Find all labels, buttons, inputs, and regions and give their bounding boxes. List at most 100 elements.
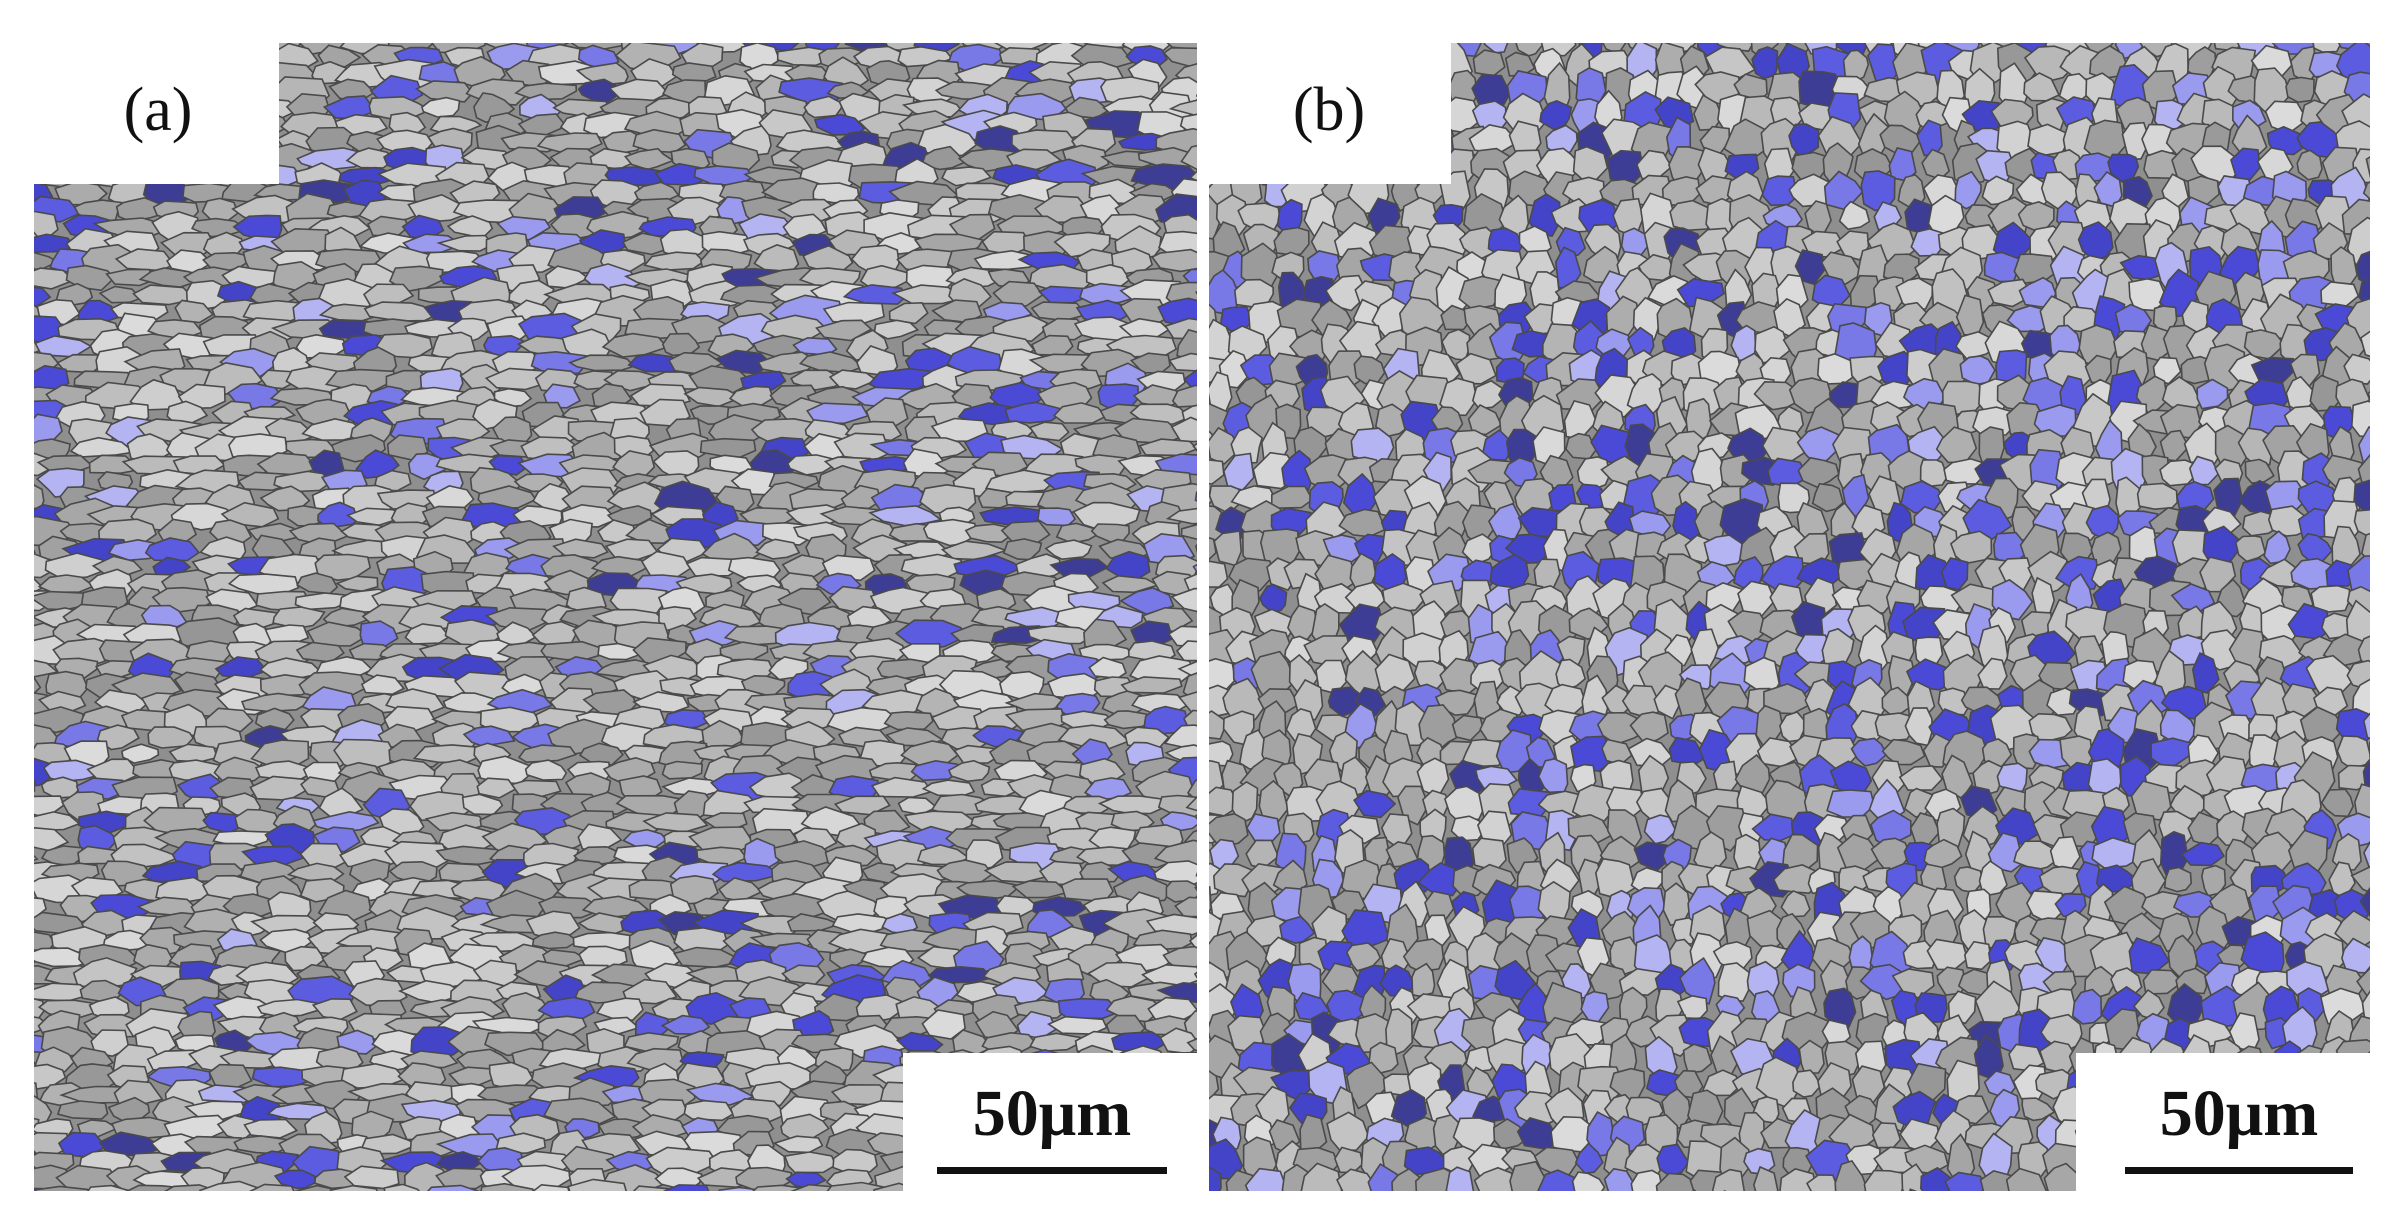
grain — [1195, 544, 1197, 554]
grain — [552, 538, 609, 559]
grain — [2350, 400, 2370, 438]
grain — [1168, 99, 1197, 117]
grain — [0, 417, 26, 446]
grain — [756, 11, 819, 32]
grain — [1789, 0, 1828, 27]
grain — [1467, 403, 1503, 436]
grain — [517, 744, 577, 764]
grain — [1201, 1197, 1239, 1224]
grain — [1919, 459, 1949, 487]
grain — [480, 1182, 534, 1191]
grain — [0, 796, 13, 817]
grain — [1711, 1168, 1746, 1191]
grain — [1779, 1168, 1817, 1191]
grain — [2163, 866, 2193, 893]
grain — [1642, 1195, 1674, 1228]
grain — [1209, 560, 1229, 588]
grain — [2374, 583, 2401, 617]
grain — [0, 759, 22, 782]
grain — [2003, 0, 2035, 36]
grain — [98, 285, 142, 304]
grain — [0, 1030, 16, 1054]
grain — [1335, 1168, 1379, 1191]
grain — [34, 376, 38, 385]
grain — [1978, 860, 2008, 898]
grain — [1209, 459, 1225, 485]
grain — [1682, 1043, 1713, 1074]
grain — [403, 1161, 452, 1191]
grain — [873, 319, 920, 340]
grain — [2187, 0, 2234, 37]
grain — [1530, 1194, 1562, 1228]
grain — [842, 284, 907, 305]
grain — [722, 9, 770, 36]
grain — [34, 997, 45, 1022]
grain — [1178, 1200, 1212, 1225]
grain — [2357, 425, 2370, 465]
scale-bar — [937, 1167, 1167, 1174]
grain — [2309, 374, 2341, 412]
grain — [1004, 401, 1063, 424]
grain — [1461, 1194, 1499, 1228]
grain — [1443, 0, 1482, 31]
panel-label: (b) — [1293, 76, 1365, 144]
grain — [1805, 1174, 1840, 1191]
grain — [1977, 657, 2008, 690]
grain — [1179, 0, 1221, 29]
grain — [1206, 9, 1258, 38]
grain — [2281, 1195, 2329, 1228]
micrograph-b — [1178, 0, 2401, 1228]
grain — [883, 710, 934, 731]
grain — [1881, 738, 1926, 766]
grain — [34, 714, 36, 723]
grain — [1209, 1166, 1222, 1191]
grain — [632, 128, 687, 154]
grain — [34, 267, 76, 290]
grain — [2054, 555, 2100, 590]
grain — [1474, 0, 1501, 26]
grain — [2140, 1196, 2181, 1228]
grain — [1265, 1197, 1307, 1227]
grain — [1944, 1171, 1989, 1191]
grain — [12, 9, 75, 35]
grain — [56, 1100, 109, 1120]
grain — [2285, 76, 2315, 104]
grain — [601, 332, 669, 358]
grain — [205, 707, 254, 733]
grain — [1186, 778, 1197, 802]
grain — [1189, 170, 1197, 182]
grain — [1177, 660, 1197, 679]
grain — [0, 964, 8, 985]
grain — [1972, 759, 2006, 796]
grain — [1996, 762, 2028, 793]
grain — [2005, 1167, 2048, 1191]
grain — [259, 673, 316, 697]
grain — [476, 777, 517, 799]
grain — [1255, 0, 1292, 27]
grain — [1731, 1198, 1767, 1225]
grain — [1797, 456, 1840, 488]
grain — [2121, 121, 2151, 161]
grain — [248, 1183, 295, 1191]
grain — [88, 454, 142, 475]
grain — [2371, 1062, 2401, 1103]
grain — [826, 1181, 889, 1191]
grain — [1185, 795, 1197, 812]
grain — [34, 676, 42, 695]
grain — [34, 780, 36, 793]
grain — [55, 1164, 121, 1191]
grain — [90, 1029, 130, 1058]
grain — [2381, 559, 2401, 587]
grain — [1279, 915, 1316, 945]
grain — [995, 894, 1040, 917]
grain — [1171, 384, 1197, 408]
grain — [34, 1185, 91, 1191]
grain — [964, 523, 1012, 544]
grain — [294, 592, 352, 611]
grain — [1576, 0, 1617, 28]
grain — [514, 82, 578, 101]
grain — [1174, 896, 1197, 918]
grain — [672, 14, 725, 33]
grain — [1960, 1192, 1996, 1227]
grain — [828, 369, 878, 390]
